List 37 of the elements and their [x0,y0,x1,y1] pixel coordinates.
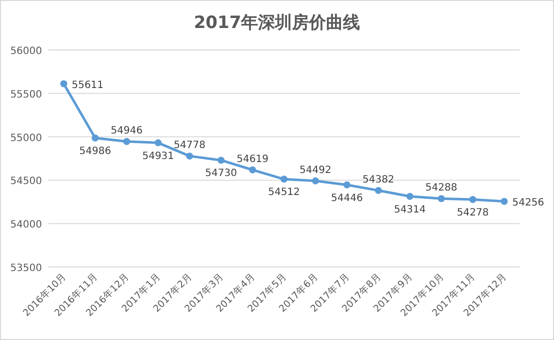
data-label: 54931 [142,150,174,162]
point [123,138,130,145]
data-label: 54256 [512,197,544,208]
data-label: 54619 [236,154,268,165]
point [374,186,382,194]
data-label: 54778 [174,140,206,152]
data-label: 54446 [331,192,363,204]
y-tick-label: 56000 [10,46,42,57]
chart-title: 2017年深圳房价曲线 [194,13,360,33]
point [249,166,256,174]
data-label: 54492 [300,164,332,176]
y-tick-label: 53500 [10,263,42,274]
data-label: 54382 [362,174,394,186]
data-label: 54288 [425,182,458,194]
point [500,198,508,205]
point [218,156,225,164]
data-label: 55611 [72,80,104,91]
point [280,176,288,183]
data-label: 54314 [394,204,426,216]
point [312,177,319,184]
point [469,196,476,203]
point [406,192,414,200]
y-tick-label: 55000 [10,132,42,144]
point [60,80,68,88]
point [438,195,445,202]
data-label: 54512 [268,187,300,198]
point [186,152,194,160]
y-tick-label: 55500 [10,89,42,100]
y-tick-label: 54500 [10,176,42,188]
data-label: 54946 [110,125,143,136]
data-label: 54730 [205,168,237,180]
point [92,134,99,142]
data-label: 54986 [79,146,112,158]
point [343,181,350,188]
point [154,139,162,146]
y-tick-label: 54000 [10,220,42,231]
data-label: 54278 [456,207,489,218]
